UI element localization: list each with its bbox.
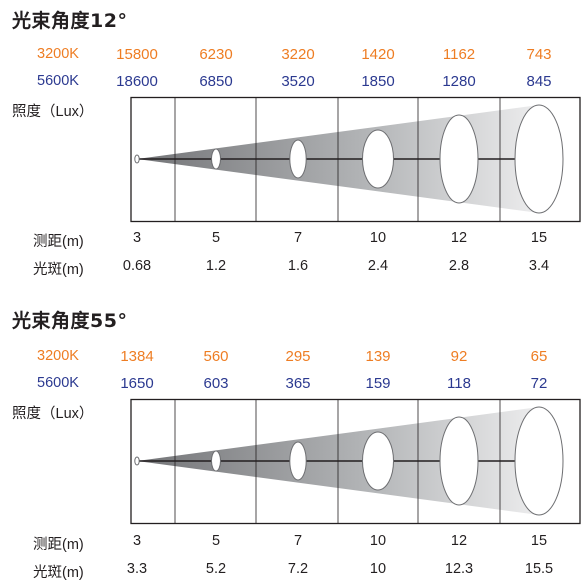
- beam-spot-ellipse: [289, 441, 307, 481]
- lux-5600-value: 18600: [116, 73, 158, 90]
- distance-value: 3: [132, 533, 142, 549]
- spot-value: 1.2: [205, 258, 227, 274]
- lux-3200-value: 560: [203, 348, 229, 365]
- lux-3200-value: 15800: [116, 46, 158, 63]
- distance-value: 7: [293, 533, 303, 549]
- spot-value: 0.68: [122, 258, 152, 274]
- beam-diagram: [130, 96, 581, 223]
- beam-spot-ellipse: [134, 154, 140, 164]
- beam-spot-ellipse: [439, 114, 479, 204]
- distance-axis-label: 测距(m): [33, 537, 84, 553]
- spot-value: 10: [369, 561, 387, 577]
- lux-5600-value: 365: [285, 375, 311, 392]
- lux-5600-value: 845: [526, 73, 552, 90]
- lux-3200-value: 1162: [442, 46, 476, 63]
- spot-axis-label: 光斑(m): [33, 565, 84, 581]
- lux-5600-value: 1650: [120, 375, 154, 392]
- distance-value: 7: [293, 230, 303, 246]
- lux-3200-value: 6230: [199, 46, 233, 63]
- lux-5600-value: 603: [203, 375, 229, 392]
- distance-value: 12: [450, 533, 468, 549]
- beam-spot-ellipse: [362, 431, 394, 491]
- spot-value: 5.2: [205, 561, 227, 577]
- lux-3200-value: 65: [530, 348, 548, 365]
- lux-3200-value: 295: [285, 348, 311, 365]
- distance-value: 5: [211, 230, 221, 246]
- spot-value: 12.3: [444, 561, 474, 577]
- spot-value: 2.8: [448, 258, 470, 274]
- distance-axis-label: 测距(m): [33, 234, 84, 250]
- panel-title: 光束角度12°: [12, 10, 128, 32]
- lux-3200-value: 1420: [361, 46, 395, 63]
- spot-value: 15.5: [524, 561, 554, 577]
- beam-panel-55deg: 光束角度55° 3200K 5600K 照度（Lux） 1384 560 295…: [0, 300, 586, 585]
- beam-spot-ellipse: [289, 139, 307, 179]
- beam-spot-ellipse: [514, 104, 564, 214]
- lux-5600-value: 1280: [442, 73, 476, 90]
- spot-value: 7.2: [287, 561, 309, 577]
- beam-diagram: [130, 398, 581, 525]
- spot-value: 2.4: [367, 258, 389, 274]
- distance-value: 15: [530, 230, 548, 246]
- illuminance-label: 照度（Lux）: [12, 104, 94, 120]
- distance-value: 3: [132, 230, 142, 246]
- lux-5600-value: 6850: [199, 73, 233, 90]
- lux-3200-value: 3220: [281, 46, 315, 63]
- distance-value: 10: [369, 230, 387, 246]
- lux-3200-value: 1384: [120, 348, 154, 365]
- beam-spot-ellipse: [439, 416, 479, 506]
- distance-value: 10: [369, 533, 387, 549]
- spot-value: 3.3: [126, 561, 148, 577]
- distance-value: 15: [530, 533, 548, 549]
- beam-spot-ellipse: [514, 406, 564, 516]
- lux-5600-value: 118: [447, 375, 471, 392]
- spot-value: 1.6: [287, 258, 309, 274]
- lux-3200-value: 743: [526, 46, 552, 63]
- beam-spot-ellipse: [211, 450, 221, 472]
- distance-value: 12: [450, 230, 468, 246]
- distance-value: 5: [211, 533, 221, 549]
- beam-spot-ellipse: [134, 456, 140, 466]
- k5600-row-label: 5600K: [37, 375, 79, 391]
- k3200-row-label: 3200K: [37, 348, 79, 364]
- lux-5600-value: 1850: [361, 73, 395, 90]
- k3200-row-label: 3200K: [37, 46, 79, 62]
- illuminance-label: 照度（Lux）: [12, 406, 94, 422]
- lux-5600-value: 72: [530, 375, 548, 392]
- lux-3200-value: 92: [450, 348, 468, 365]
- beam-spot-ellipse: [211, 148, 221, 170]
- lux-5600-value: 159: [365, 375, 391, 392]
- spot-value: 3.4: [528, 258, 550, 274]
- panel-title: 光束角度55°: [12, 310, 128, 332]
- beam-panel-12deg: 光束角度12° 3200K 5600K 照度（Lux） 15800 6230 3…: [0, 0, 586, 285]
- lux-5600-value: 3520: [281, 73, 315, 90]
- beam-spot-ellipse: [362, 129, 394, 189]
- spot-axis-label: 光斑(m): [33, 262, 84, 278]
- k5600-row-label: 5600K: [37, 73, 79, 89]
- lux-3200-value: 139: [365, 348, 391, 365]
